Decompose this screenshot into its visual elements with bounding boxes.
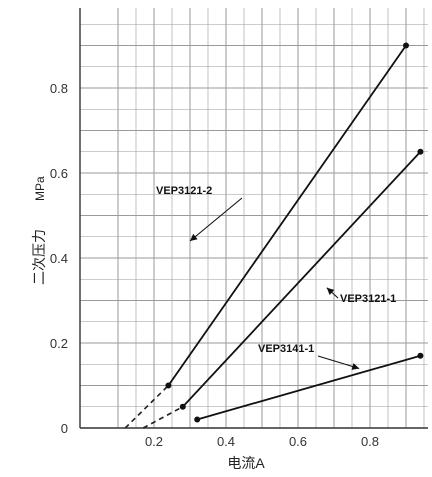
series-labels: VEP3121-2 VEP3121-1 VEP3141-1 (156, 185, 396, 370)
leader-arrowhead (190, 233, 198, 241)
x-tick-label: 0.4 (217, 434, 235, 449)
series-endpoint (417, 148, 424, 155)
series-endpoint (165, 382, 172, 389)
y-axis-label-cn: 二次压力 (31, 229, 47, 285)
series-dashed-extension (142, 406, 184, 429)
series-dashed-extension (124, 384, 169, 429)
y-tick-label: 0.6 (50, 166, 68, 181)
series-label: VEP3121-2 (156, 185, 212, 197)
series-label: VEP3121-1 (340, 293, 396, 305)
y-tick-label: 0.4 (50, 251, 68, 266)
series-endpoint (403, 42, 409, 49)
series-endpoint (179, 403, 186, 410)
series-label: VEP3141-1 (258, 343, 314, 355)
leader-line (189, 197, 243, 242)
y-tick-label: 0 (61, 421, 68, 436)
series-endpoint (417, 352, 424, 359)
x-axis-label: 电流A (227, 455, 265, 471)
y-axis-label: 二次压力 MPa (31, 176, 47, 285)
series-line (167, 44, 407, 387)
x-tick-label: 0.8 (361, 434, 379, 449)
series-endpoint (194, 416, 201, 423)
tick-labels: 0.20.40.60.8100.20.40.60.8 (50, 81, 379, 449)
x-tick-label: 0.2 (145, 434, 163, 449)
series-line (196, 354, 421, 421)
leader-line (317, 355, 360, 370)
series-lines (124, 42, 424, 429)
y-tick-label: 0.2 (50, 336, 68, 351)
axes (79, 8, 428, 429)
x-tick-label: 0.6 (289, 434, 307, 449)
y-axis-label-unit: MPa (33, 176, 47, 201)
leader-arrowhead (351, 363, 360, 370)
series-line (182, 151, 422, 408)
grid (80, 8, 428, 429)
y-tick-label: 0.8 (50, 81, 68, 96)
leader-arrowhead (326, 287, 335, 296)
